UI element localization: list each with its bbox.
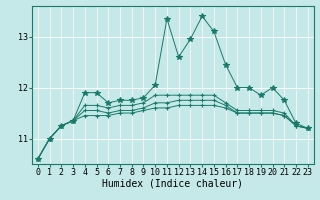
- X-axis label: Humidex (Indice chaleur): Humidex (Indice chaleur): [102, 179, 243, 189]
